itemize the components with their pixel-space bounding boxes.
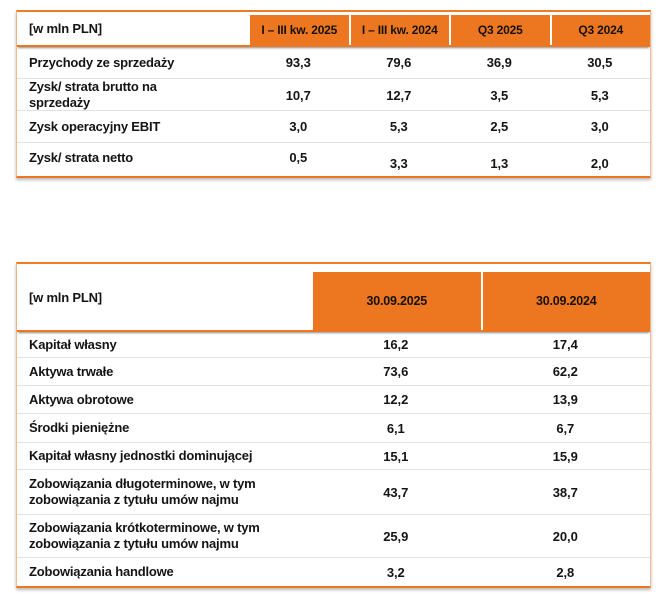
cell-value: 5,3 [389, 119, 408, 134]
cell-value: 93,3 [285, 55, 311, 70]
row-label: Zysk/ strata brutto na sprzedaży [29, 79, 157, 110]
quarterly-table-header-row: [w mln PLN] I – III kw. 2025 I – III kw.… [17, 12, 650, 47]
row-label: Zysk/ strata netto [29, 150, 134, 165]
cell-value: 15,9 [552, 448, 578, 464]
cell-value: 3,2 [386, 564, 405, 580]
row-label: Zobowiązania handlowe [29, 564, 174, 579]
cell-value: 38,7 [552, 484, 578, 500]
unit-label: [w mln PLN] [29, 21, 102, 36]
row-label: Zobowiązania krótkoterminowe, w tym zobo… [29, 520, 260, 551]
cell-value: 15,1 [383, 448, 409, 464]
table-row-zobowiazania-dlugoterminowe: Zobowiązania długoterminowe, w tym zobow… [17, 470, 650, 515]
unit-label: [w mln PLN] [29, 289, 102, 305]
table-row-zobowiazania-handlowe: Zobowiązania handlowe 3,2 2,8 [17, 558, 650, 586]
cell-value: 30,5 [587, 55, 613, 70]
cell-value: 2,5 [490, 119, 509, 134]
table-row-kapital-dominujacej: Kapitał własny jednostki dominującej 15,… [17, 443, 650, 470]
cell-value: 3,0 [289, 119, 308, 134]
cell-value: 3,3 [389, 156, 408, 171]
cell-value: 43,7 [383, 484, 409, 500]
cell-value: 17,4 [552, 337, 578, 352]
cell-value: 20,0 [552, 528, 578, 544]
cell-value: 0,5 [289, 150, 308, 165]
column-header-q3-2025: Q3 2025 [449, 15, 550, 45]
row-label: Zobowiązania długoterminowe, w tym zobow… [29, 476, 256, 507]
column-header-i-iii-kw-2024: I – III kw. 2024 [348, 15, 449, 45]
cell-value: 1,3 [490, 156, 509, 171]
cell-value: 2,8 [556, 564, 575, 580]
cell-value: 79,6 [386, 55, 412, 70]
column-header-q3-2024: Q3 2024 [549, 15, 650, 45]
quarterly-results-table: [w mln PLN] I – III kw. 2025 I – III kw.… [16, 10, 651, 178]
cell-value: 2,0 [590, 156, 609, 171]
balance-table-header-row: [w mln PLN] 30.09.2025 30.09.2024 [17, 264, 650, 332]
cell-value: 13,9 [552, 392, 578, 407]
cell-value: 12,7 [386, 87, 412, 103]
balance-sheet-table: [w mln PLN] 30.09.2025 30.09.2024 Kapita… [16, 262, 651, 588]
table-row-zysk-brutto: Zysk/ strata brutto na sprzedaży 10,7 12… [17, 79, 650, 111]
cell-value: 25,9 [383, 528, 409, 544]
table-row-zobowiazania-krotkoterminowe: Zobowiązania krótkoterminowe, w tym zobo… [17, 515, 650, 558]
row-label: Środki pieniężne [29, 420, 130, 435]
table-row-zysk-netto: Zysk/ strata netto 0,5 3,3 1,3 2,0 [17, 143, 650, 176]
cell-value: 5,3 [590, 87, 609, 103]
column-header-30-09-2025: 30.09.2025 [311, 272, 481, 330]
cell-value: 36,9 [486, 55, 512, 70]
table-row-przychody: Przychody ze sprzedaży 93,3 79,6 36,9 30… [17, 47, 650, 79]
cell-value: 16,2 [383, 337, 409, 352]
row-label: Kapitał własny jednostki dominującej [29, 448, 253, 463]
column-header-30-09-2024: 30.09.2024 [480, 272, 650, 330]
row-label: Przychody ze sprzedaży [29, 54, 175, 70]
table-row-aktywa-trwale: Aktywa trwałe 73,6 62,2 [17, 358, 650, 386]
cell-value: 3,5 [490, 87, 509, 103]
row-label: Kapitał własny [29, 336, 117, 352]
cell-value: 12,2 [383, 392, 409, 407]
cell-value: 62,2 [552, 364, 578, 379]
cell-value: 73,6 [383, 364, 409, 379]
row-label: Zysk operacyjny EBIT [29, 118, 161, 134]
row-label: Aktywa trwałe [29, 363, 114, 379]
column-header-i-iii-kw-2025: I – III kw. 2025 [248, 15, 349, 45]
cell-value: 3,0 [590, 119, 609, 134]
row-label: Aktywa obrotowe [29, 391, 134, 407]
cell-value: 10,7 [285, 87, 311, 103]
table-row-srodki-pieniezne: Środki pieniężne 6,1 6,7 [17, 414, 650, 443]
table-row-aktywa-obrotowe: Aktywa obrotowe 12,2 13,9 [17, 386, 650, 414]
cell-value: 6,7 [556, 420, 575, 436]
cell-value: 6,1 [386, 420, 405, 436]
table-row-kapital-wlasny: Kapitał własny 16,2 17,4 [17, 332, 650, 358]
table-row-ebit: Zysk operacyjny EBIT 3,0 5,3 2,5 3,0 [17, 111, 650, 143]
